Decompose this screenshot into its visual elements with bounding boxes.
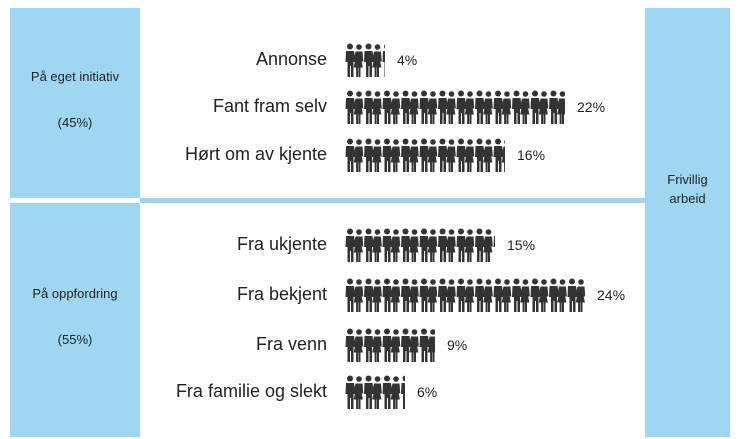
value-label: 6%: [417, 384, 438, 400]
icons: [345, 375, 405, 409]
icons: [345, 328, 435, 362]
category-label: Fra ukjente: [236, 234, 327, 254]
value-label: 16%: [517, 147, 546, 163]
icons: [345, 90, 565, 124]
value-label: 15%: [507, 237, 536, 253]
pictogram-bar: [345, 138, 505, 172]
pictogram-bar: [345, 328, 435, 362]
category-label: Fant fram selv: [212, 96, 327, 116]
icons: [345, 43, 385, 77]
group-panel: [10, 8, 140, 198]
group-value-label: (45%): [57, 115, 93, 130]
value-label: 4%: [397, 52, 418, 68]
pictogram-bar: [345, 90, 565, 124]
category-label: Annonse: [255, 49, 327, 69]
pictogram-bar: [345, 375, 405, 409]
icons: [345, 228, 495, 262]
category-label: Hørt om av kjente: [184, 144, 327, 164]
icons: [345, 138, 505, 172]
pictogram-bar: [345, 228, 495, 262]
category-label: Fra familie og slekt: [175, 381, 327, 401]
side-panel: [645, 8, 730, 437]
separator: [140, 198, 645, 203]
value-label: 9%: [447, 337, 468, 353]
group-label: På oppfordring: [32, 286, 118, 301]
category-label: Fra bekjent: [236, 284, 327, 304]
pictogram-bar: [345, 43, 385, 77]
category-label: Fra venn: [255, 334, 327, 354]
group-value-label: (55%): [57, 332, 93, 347]
value-label: 24%: [597, 287, 626, 303]
group-panel: [10, 203, 140, 437]
group-label: På eget initiativ: [30, 69, 120, 84]
side-label: Frivillig arbeid: [667, 172, 708, 206]
icons: [345, 278, 585, 312]
value-label: 22%: [577, 99, 606, 115]
pictogram-bar: [345, 278, 585, 312]
